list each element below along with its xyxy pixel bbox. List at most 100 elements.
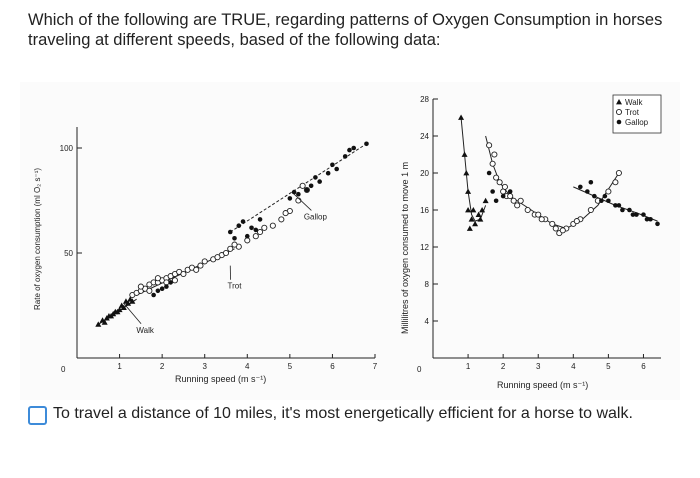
left-point-gallop	[308, 183, 314, 189]
right-point-trot	[612, 179, 619, 186]
left-point-trot	[252, 233, 259, 240]
left-annotation-label: Trot	[228, 282, 243, 291]
left-point-trot	[171, 277, 178, 284]
right-point-gallop	[599, 198, 604, 204]
right-point-gallop	[616, 203, 622, 208]
left-x-tick-label: 7	[373, 362, 378, 371]
left-point-trot	[244, 237, 251, 244]
right-point-gallop	[627, 207, 632, 213]
option-checkbox[interactable]	[28, 406, 47, 425]
right-point-trot	[491, 151, 498, 158]
left-annotation-pointer	[123, 303, 142, 325]
right-x-tick-label: 2	[501, 362, 506, 371]
right-point-walk	[463, 170, 470, 176]
left-point-walk	[110, 310, 117, 317]
left-x-tick-label: 1	[117, 362, 122, 371]
right-point-gallop	[578, 184, 583, 190]
right-point-trot	[517, 197, 524, 204]
left-point-gallop	[244, 233, 250, 239]
right-point-walk	[470, 207, 477, 213]
left-point-gallop	[227, 229, 233, 235]
left-point-trot	[227, 245, 234, 252]
left-point-trot	[278, 216, 285, 223]
left-point-gallop	[164, 284, 169, 289]
right-point-trot	[486, 142, 493, 149]
left-point-gallop	[232, 236, 237, 241]
left-point-gallop	[249, 225, 254, 231]
right-y-tick-label: 4	[425, 317, 430, 326]
right-x-tick-label: 5	[606, 362, 611, 371]
left-point-trot	[201, 258, 208, 265]
right-point-trot	[615, 169, 622, 177]
right-point-gallop	[648, 216, 653, 222]
right-legend-label: Trot	[625, 108, 640, 117]
right-y-tick-label: 20	[420, 169, 429, 178]
right-point-walk	[475, 211, 482, 218]
right-point-trot	[552, 225, 559, 232]
right-y-tick-label: 12	[420, 243, 429, 252]
left-point-gallop	[351, 145, 357, 151]
right-legend-marker	[616, 119, 622, 125]
left-point-walk	[105, 313, 112, 319]
question-text: Which of the following are TRUE, regardi…	[28, 11, 663, 49]
left-point-gallop	[325, 170, 331, 176]
left-point-gallop	[334, 166, 339, 172]
right-point-walk	[466, 225, 473, 231]
left-point-walk	[101, 319, 108, 325]
left-point-trot	[137, 283, 144, 290]
right-point-walk	[458, 114, 465, 120]
left-point-trot	[269, 222, 276, 229]
left-annotation-label: Walk	[136, 326, 154, 335]
right-x-tick-label: 6	[641, 362, 646, 371]
left-point-gallop	[155, 288, 161, 294]
right-point-trot	[493, 174, 500, 181]
right-legend-label: Walk	[625, 98, 643, 107]
left-point-trot	[222, 249, 230, 257]
right-point-gallop	[486, 170, 492, 176]
left-point-gallop	[257, 217, 263, 222]
right-point-gallop	[630, 212, 636, 217]
answer-option[interactable]: To travel a distance of 10 miles, it's m…	[28, 404, 668, 425]
right-y-axis-label: Millilitres of oxygen consumed to move 1…	[400, 162, 410, 334]
right-point-gallop	[613, 203, 618, 208]
left-point-walk	[118, 302, 125, 308]
left-origin-label: 0	[61, 365, 66, 374]
right-origin-label: 0	[417, 365, 422, 374]
left-y-tick-label: 50	[64, 249, 73, 258]
right-point-trot	[559, 227, 566, 234]
left-x-tick-label: 6	[330, 362, 335, 371]
left-point-gallop	[296, 191, 301, 197]
right-point-gallop	[592, 193, 597, 199]
right-point-gallop	[588, 179, 594, 185]
left-point-gallop	[240, 219, 246, 224]
left-x-axis-label: Running speed (m s⁻¹)	[175, 374, 266, 384]
left-chart: Rate of oxygen consumption (ml O₂ s⁻¹) R…	[33, 127, 378, 384]
left-point-gallop	[287, 196, 293, 201]
left-point-walk	[122, 298, 129, 304]
right-point-trot	[514, 202, 521, 209]
right-trend-line-walk	[460, 117, 487, 222]
right-point-trot	[501, 183, 508, 190]
right-point-gallop	[585, 189, 590, 194]
left-point-gallop	[291, 189, 297, 195]
right-x-axis-label: Running speed (m s⁻¹)	[497, 380, 588, 390]
right-point-trot	[510, 197, 517, 204]
right-point-trot	[538, 216, 545, 223]
left-x-tick-label: 2	[160, 362, 165, 371]
left-point-trot	[261, 224, 268, 231]
right-point-walk	[472, 220, 479, 227]
right-point-trot	[524, 206, 531, 214]
left-point-gallop	[364, 141, 369, 147]
right-point-gallop	[507, 189, 513, 194]
left-point-gallop	[342, 154, 348, 159]
right-point-gallop	[493, 198, 499, 204]
left-annotation-label: Gallop	[304, 212, 328, 221]
right-point-gallop	[634, 212, 639, 217]
right-trend-line-trot	[485, 135, 620, 230]
right-y-tick-label: 16	[420, 206, 429, 215]
left-point-gallop	[347, 147, 352, 153]
left-point-trot	[146, 287, 153, 294]
right-point-trot	[605, 188, 612, 195]
right-point-walk	[479, 207, 486, 213]
left-point-gallop	[253, 227, 259, 233]
